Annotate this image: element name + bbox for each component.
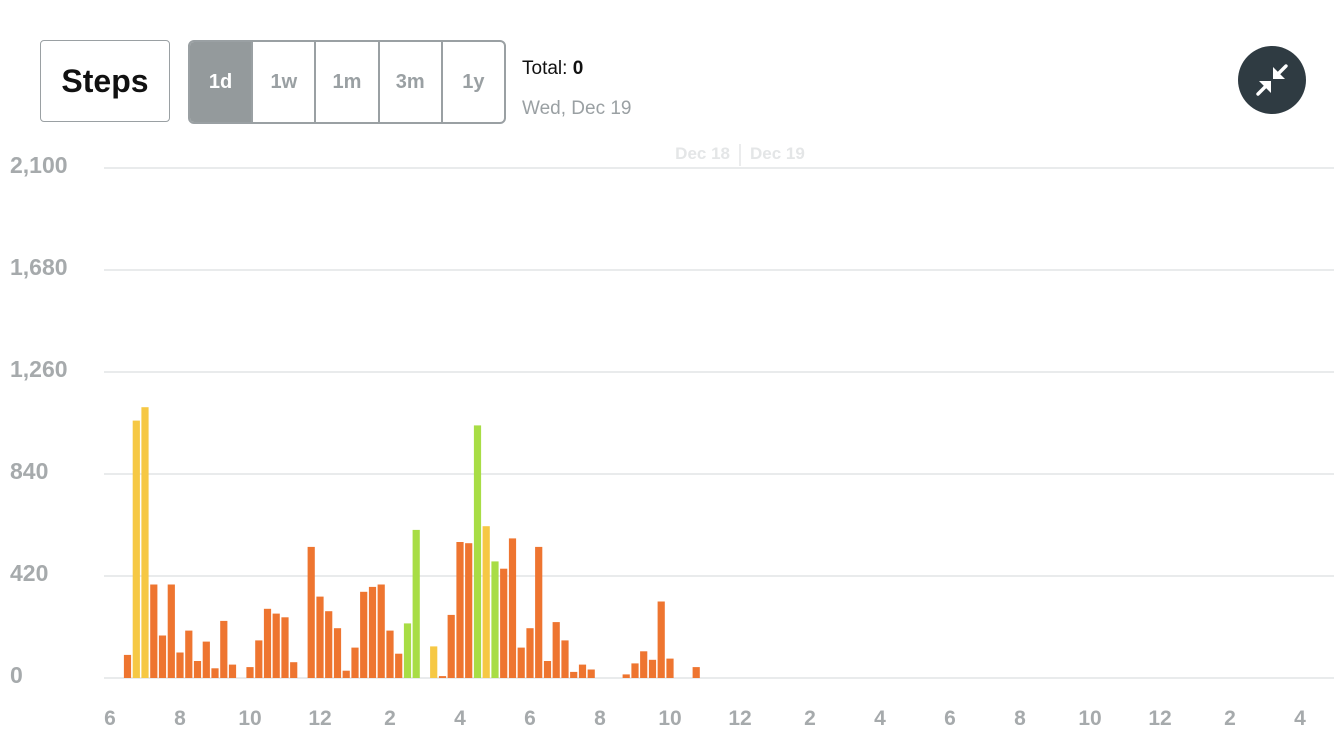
range-selector: 1d 1w 1m 3m 1y [188,40,506,124]
step-bar[interactable] [176,652,184,679]
step-bar[interactable] [517,647,525,678]
step-bar[interactable] [570,671,578,678]
step-bar[interactable] [430,646,438,678]
x-tick-label: 4 [454,707,466,730]
x-tick-label: 2 [1224,707,1236,730]
step-bar[interactable] [640,651,648,678]
step-bar[interactable] [666,658,674,678]
step-bar[interactable] [465,543,473,678]
x-tick-label: 10 [1078,707,1101,730]
collapse-button[interactable] [1238,46,1306,114]
step-bar[interactable] [325,611,333,678]
step-bar[interactable] [211,668,219,678]
step-bar[interactable] [360,591,368,678]
step-bar[interactable] [202,641,210,678]
x-tick-label: 10 [238,707,261,730]
total-summary: Total: 0 [522,58,583,80]
day-marker-previous: Dec 18 [675,144,730,163]
step-bar[interactable] [185,630,193,678]
step-bar[interactable] [290,662,298,678]
y-tick-label: 0 [10,662,23,688]
x-tick-label: 10 [658,707,681,730]
step-bar[interactable] [482,526,490,678]
y-tick-label: 420 [10,560,48,586]
x-tick-label: 12 [728,707,751,730]
y-tick-label: 2,100 [10,152,68,178]
range-1w-button[interactable]: 1w [251,42,314,122]
x-tick-label: 8 [594,707,606,730]
step-bar[interactable] [158,635,167,679]
y-tick-label: 840 [10,458,48,484]
step-bar[interactable] [587,669,595,679]
range-1y-button[interactable]: 1y [440,42,504,122]
step-bar[interactable] [473,425,482,678]
step-bar[interactable] [543,661,552,678]
step-bar[interactable] [333,628,342,678]
step-bar[interactable] [342,670,350,678]
selected-date: Wed, Dec 19 [522,98,632,119]
step-bar[interactable] [403,623,412,678]
step-bar[interactable] [692,667,700,678]
x-tick-label: 2 [804,707,816,730]
step-bar[interactable] [456,542,464,678]
step-bar[interactable] [263,608,272,678]
total-value: 0 [572,58,584,79]
step-bar[interactable] [351,647,359,678]
step-bar[interactable] [220,620,228,678]
step-bar[interactable] [150,584,158,679]
step-bar[interactable] [412,529,420,678]
x-tick-label: 4 [1294,707,1306,730]
step-bar[interactable] [386,630,394,678]
step-bar[interactable] [246,667,254,678]
step-bar[interactable] [500,568,508,678]
x-tick-label: 4 [874,707,886,730]
y-tick-label: 1,680 [10,254,68,280]
step-bar[interactable] [447,614,455,678]
step-bar[interactable] [123,654,132,678]
step-bar[interactable] [657,601,665,679]
step-bar[interactable] [395,653,403,678]
step-bar[interactable] [622,674,630,678]
total-label: Total: [522,58,568,79]
step-bar[interactable] [631,663,639,678]
metric-selector-button[interactable]: Steps [40,40,170,122]
x-tick-label: 12 [308,707,331,730]
step-bar[interactable] [508,538,517,678]
step-bar[interactable] [561,640,569,678]
step-bar[interactable] [316,596,324,678]
step-bar[interactable] [228,664,237,678]
x-tick-label: 8 [174,707,186,730]
collapse-arrows-icon [1256,64,1288,96]
range-3m-button[interactable]: 3m [377,42,441,122]
step-bar[interactable] [535,546,543,678]
x-tick-label: 12 [1148,707,1171,730]
step-bar[interactable] [526,628,534,678]
x-tick-label: 6 [944,707,956,730]
x-tick-label: 8 [1014,707,1026,730]
range-1d-button[interactable]: 1d [190,42,252,122]
range-1m-button[interactable]: 1m [314,42,377,122]
step-bar[interactable] [307,546,315,678]
step-bar[interactable] [491,561,499,678]
step-bar[interactable] [193,661,202,678]
step-bar[interactable] [281,617,289,678]
x-tick-label: 2 [384,707,396,730]
step-bar[interactable] [578,664,587,678]
step-bar[interactable] [377,584,385,679]
y-tick-label: 1,260 [10,356,68,382]
step-bar[interactable] [141,407,149,678]
day-marker-current: Dec 19 [750,144,805,163]
step-bar[interactable] [255,640,263,678]
x-tick-label: 6 [524,707,536,730]
step-bar[interactable] [648,659,657,678]
step-bar[interactable] [368,586,377,678]
step-bar[interactable] [438,676,447,678]
x-tick-label: 6 [104,707,116,730]
step-bar[interactable] [272,613,280,678]
step-bar[interactable] [132,420,140,678]
step-bar[interactable] [552,622,560,678]
step-bar[interactable] [167,584,175,679]
